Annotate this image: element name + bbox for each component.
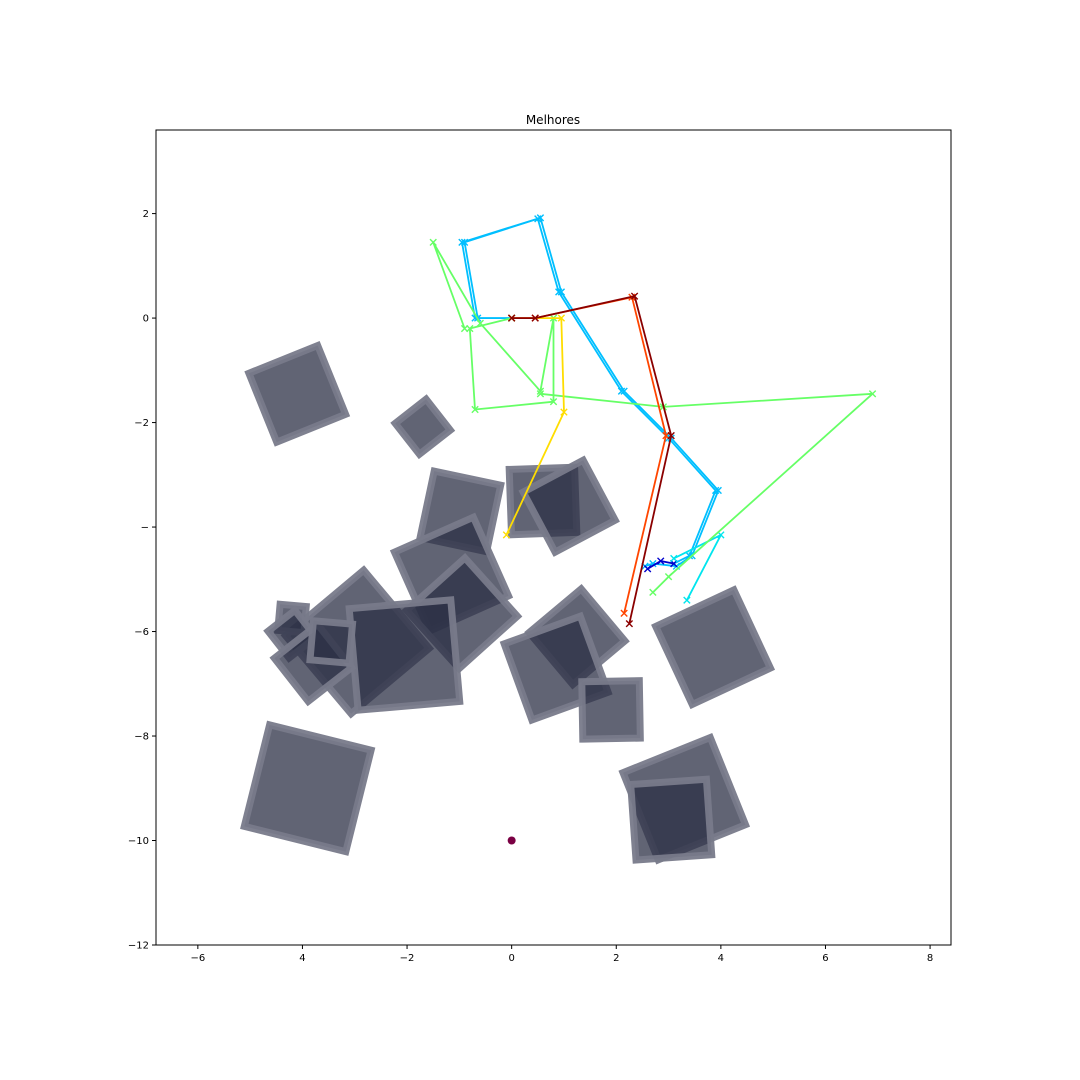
waypoint-marker bbox=[476, 319, 484, 327]
x-tick-label: 8 bbox=[927, 953, 933, 964]
plot-frame bbox=[155, 129, 952, 946]
waypoint-marker bbox=[531, 314, 539, 322]
obstacle bbox=[518, 455, 620, 557]
waypoint-marker bbox=[555, 288, 563, 296]
obstacle bbox=[240, 720, 376, 856]
waypoint-marker bbox=[714, 486, 722, 495]
waypoint-marker bbox=[471, 405, 479, 414]
obstacle bbox=[578, 677, 644, 743]
obstacle bbox=[306, 617, 357, 667]
start-layer bbox=[507, 836, 516, 845]
x-tick-label: −6 bbox=[190, 953, 205, 964]
y-tick-label: −6 bbox=[134, 627, 149, 638]
waypoint-marker bbox=[625, 620, 634, 628]
y-tick-label: 0 bbox=[143, 314, 149, 325]
x-axis: −6 4 −2 0 2 4 6 8 bbox=[190, 945, 933, 964]
waypoint-marker bbox=[557, 314, 566, 322]
waypoint-marker bbox=[685, 552, 694, 560]
obstacle bbox=[390, 394, 456, 460]
y-tick-label: 2 bbox=[143, 209, 149, 220]
waypoint-marker bbox=[670, 554, 678, 563]
waypoint-marker bbox=[620, 609, 628, 617]
waypoint-marker bbox=[664, 572, 673, 581]
x-tick-label: 0 bbox=[508, 953, 514, 964]
y-tick-label: −8 bbox=[134, 732, 149, 743]
obstacle bbox=[345, 596, 464, 714]
y-tick-label: −2 bbox=[134, 418, 149, 429]
waypoint-marker bbox=[683, 596, 691, 604]
waypoint-marker bbox=[630, 292, 639, 300]
path-line bbox=[463, 217, 717, 565]
waypoint-marker bbox=[534, 215, 542, 223]
x-tick-label: 6 bbox=[822, 953, 828, 964]
waypoint-marker bbox=[617, 387, 626, 395]
waypoint-marker bbox=[657, 557, 665, 565]
waypoint-marker bbox=[560, 408, 568, 416]
path-layer bbox=[429, 214, 877, 628]
waypoint-marker bbox=[620, 387, 628, 395]
obstacle bbox=[651, 585, 776, 710]
waypoint-marker bbox=[643, 565, 652, 573]
waypoint-marker bbox=[429, 238, 437, 247]
y-tick-label: −10 bbox=[128, 836, 149, 847]
waypoint-marker bbox=[549, 397, 558, 406]
x-tick-label: 4 bbox=[299, 953, 305, 964]
waypoint-marker bbox=[507, 314, 516, 322]
x-tick-label: −2 bbox=[400, 953, 415, 964]
waypoint-marker bbox=[502, 531, 511, 539]
obstacle bbox=[244, 340, 351, 447]
waypoint-marker bbox=[460, 238, 469, 247]
waypoint-marker bbox=[460, 324, 469, 333]
path-line bbox=[432, 241, 555, 411]
y-tick-label: − bbox=[141, 523, 149, 534]
chart-title: Melhores bbox=[526, 113, 580, 127]
x-tick-label: 4 bbox=[718, 953, 724, 964]
x-tick-label: 2 bbox=[613, 953, 619, 964]
obstacle bbox=[626, 775, 716, 864]
obstacle-layer bbox=[240, 340, 776, 865]
y-axis: 2 0 −2 − −6 −8 −10 −12 bbox=[128, 209, 156, 952]
waypoint-marker bbox=[711, 486, 720, 495]
waypoint-marker bbox=[649, 588, 657, 597]
waypoint-marker bbox=[667, 431, 675, 440]
start-point bbox=[507, 836, 516, 845]
waypoint-marker bbox=[536, 390, 545, 398]
y-tick-label: −12 bbox=[128, 941, 149, 952]
waypoint-marker bbox=[868, 390, 877, 398]
